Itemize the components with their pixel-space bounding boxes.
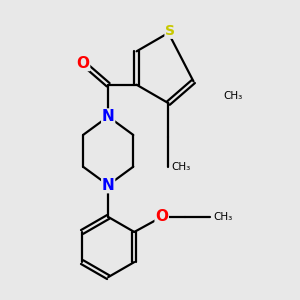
Text: O: O bbox=[76, 56, 90, 70]
Text: CH₃: CH₃ bbox=[214, 212, 233, 222]
Text: CH₃: CH₃ bbox=[224, 92, 243, 101]
Text: CH₃: CH₃ bbox=[172, 162, 191, 172]
Text: O: O bbox=[155, 209, 168, 224]
Text: S: S bbox=[165, 24, 175, 38]
Text: N: N bbox=[102, 109, 115, 124]
Text: N: N bbox=[102, 178, 115, 193]
